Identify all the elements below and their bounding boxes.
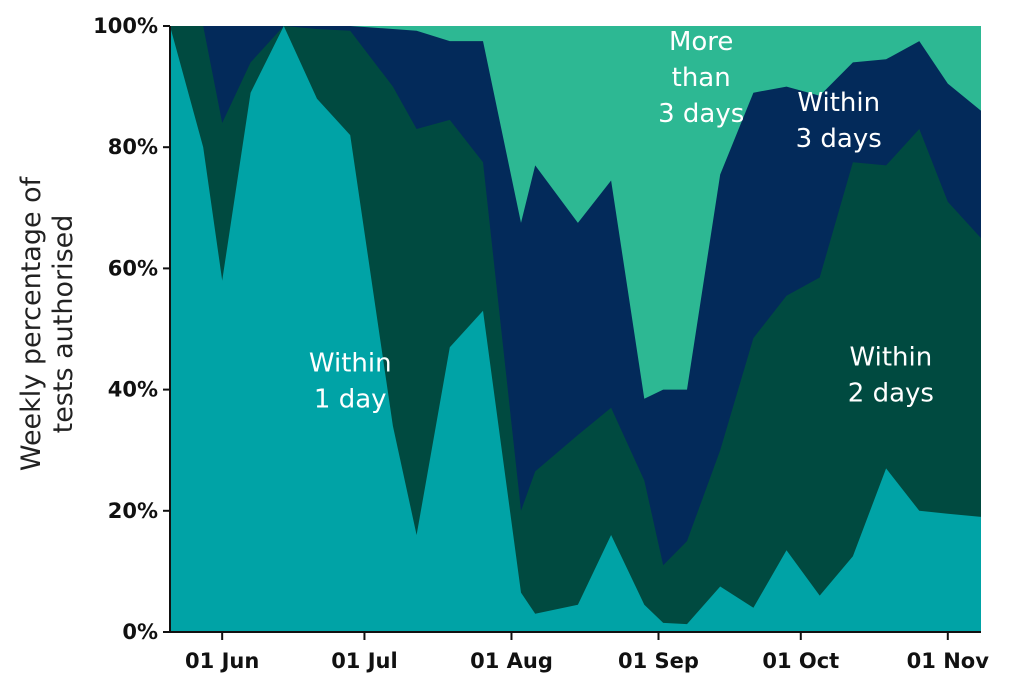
y-tick-label: 60% <box>108 256 158 280</box>
y-tick-label: 80% <box>108 135 158 159</box>
y-tick-label: 0% <box>122 620 158 644</box>
area-label-within-1-day: Within 1 day <box>309 348 392 414</box>
x-tick-label: 01 Jun <box>185 649 259 673</box>
chart-axes: 0% 20% 40% 60% 80% 100% 01 Jun 01 Jul 01 Aug 01 S… <box>93 14 989 673</box>
chart-areas <box>170 26 981 632</box>
x-tick-label: 01 Sep <box>618 649 699 673</box>
y-axis-title: Weekly percentage oftests authorised <box>16 175 79 471</box>
x-tick-label: 01 Nov <box>907 649 990 673</box>
y-tick-label: 40% <box>108 378 158 402</box>
y-tick-label: 100% <box>93 14 158 38</box>
chart-area-labels: Within 1 day Within 2 days Within 3 days More t… <box>309 27 934 414</box>
x-tick-label: 01 Aug <box>470 649 553 673</box>
area-label-within-3-days: Within 3 days <box>796 88 882 154</box>
area-within-1-day <box>170 26 981 632</box>
x-tick-label: 01 Jul <box>331 649 398 673</box>
x-tick-label: 01 Oct <box>762 649 839 673</box>
y-tick-label: 20% <box>108 499 158 523</box>
area-label-more-than-3-days: More than 3 days <box>658 27 744 129</box>
area-label-within-2-days: Within 2 days <box>848 342 934 408</box>
